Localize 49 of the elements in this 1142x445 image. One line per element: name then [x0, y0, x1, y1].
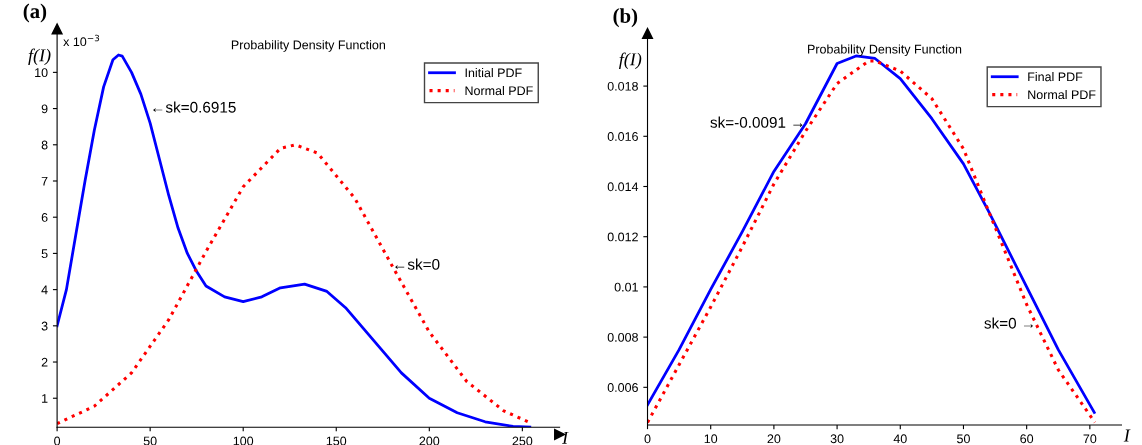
x-tick-label: 20 [767, 434, 781, 444]
x-axis-title: I [562, 431, 569, 444]
x-tick-label: 60 [1020, 434, 1034, 444]
x-tick-label: 150 [326, 436, 347, 445]
y-tick-label: 6 [41, 213, 48, 222]
text: Probability Density Function [231, 40, 385, 52]
annotation: ←sk=0 [395, 258, 440, 270]
x-tick-label: 0 [54, 436, 61, 445]
x-tick-label: 50 [143, 436, 157, 445]
legend-label: Final PDF [1028, 72, 1083, 82]
line-series [57, 53, 532, 428]
y-tick-label: 2 [41, 357, 48, 367]
x-tick-label: 200 [419, 436, 440, 445]
text: Probability Density Function [808, 44, 962, 57]
legend-label: Initial PDF [465, 68, 522, 78]
y-tick-label: 4 [41, 285, 48, 295]
x-tick-label: 0 [644, 434, 651, 444]
y-tick-label: 0.006 [607, 383, 638, 392]
annotation: sk=-0.0091 → [710, 116, 803, 128]
y-tick-label: 8 [41, 140, 48, 150]
y-tick-label: 10 [35, 68, 48, 78]
y-tick-label: 1 [42, 394, 48, 403]
y-tick-label: 5 [41, 249, 48, 259]
annotation: sk=0 → [984, 317, 1034, 329]
y-tick-label: 0.012 [607, 232, 638, 242]
y-tick-label: 7 [41, 176, 48, 186]
x-tick-label: 70 [1083, 434, 1097, 444]
x-tick-label: 40 [893, 434, 907, 444]
y-tick-label: 0.018 [607, 81, 638, 91]
text: (b) [613, 8, 638, 28]
y-tick-label: 3 [41, 321, 48, 331]
legend-label: Normal PDF [1028, 89, 1096, 100]
legend-label: Normal PDF [465, 85, 533, 96]
x-tick-label: 10 [704, 434, 718, 444]
y-tick-label: 0.008 [607, 332, 638, 342]
y-axis-title: f(I) [618, 52, 642, 70]
y-tick-label: 0.016 [607, 132, 638, 141]
y-tick-label: 9 [41, 104, 48, 114]
annotation: ←sk=0.6915 [153, 101, 236, 113]
y-axis-title: f(I) [28, 48, 51, 66]
x-tick-label: 50 [957, 434, 970, 444]
x-tick-label: 30 [830, 434, 844, 444]
x-tick-label: 100 [233, 436, 254, 445]
x-tick-label: 250 [512, 436, 533, 445]
x-axis-title: I [1123, 429, 1131, 442]
text: (a) [23, 3, 47, 23]
y-tick-label: 0.01 [614, 282, 638, 292]
y-tick-label: 0.014 [607, 182, 639, 192]
annotation: x 10$^{−3}$ [63, 34, 100, 47]
